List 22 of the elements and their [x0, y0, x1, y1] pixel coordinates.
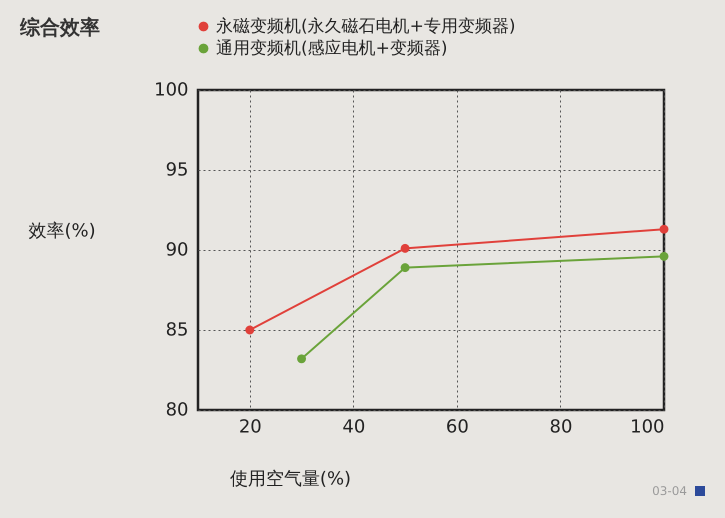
text: 03-04 [652, 484, 687, 498]
point [660, 224, 668, 234]
x-axis-title: 使用空气量(%) [230, 468, 352, 490]
point [400, 263, 410, 272]
legend-label: 通用变频机(感应电机+变频器) [216, 38, 448, 58]
y-tick-label: 85 [166, 320, 188, 340]
point [297, 354, 306, 364]
x-tick-label: 40 [342, 416, 366, 438]
x-tick-label: 80 [549, 416, 572, 438]
point [400, 244, 410, 253]
y-tick-label: 95 [166, 160, 188, 180]
y-tick-label: 90 [166, 240, 188, 260]
chart-title: 综合效率 [20, 14, 100, 41]
y-tick-label: 80 [166, 400, 188, 420]
x-tick-label: 100 [630, 416, 664, 438]
y-tick-label: 100 [154, 80, 188, 100]
y-axis-title: 效率(%) [28, 220, 96, 242]
point [245, 326, 254, 334]
point [660, 252, 668, 261]
x-tick-label: 60 [446, 416, 469, 438]
x-tick-label: 20 [238, 416, 262, 438]
legend-label: 永磁变频机(永久磁石电机+专用变频器) [216, 16, 516, 36]
